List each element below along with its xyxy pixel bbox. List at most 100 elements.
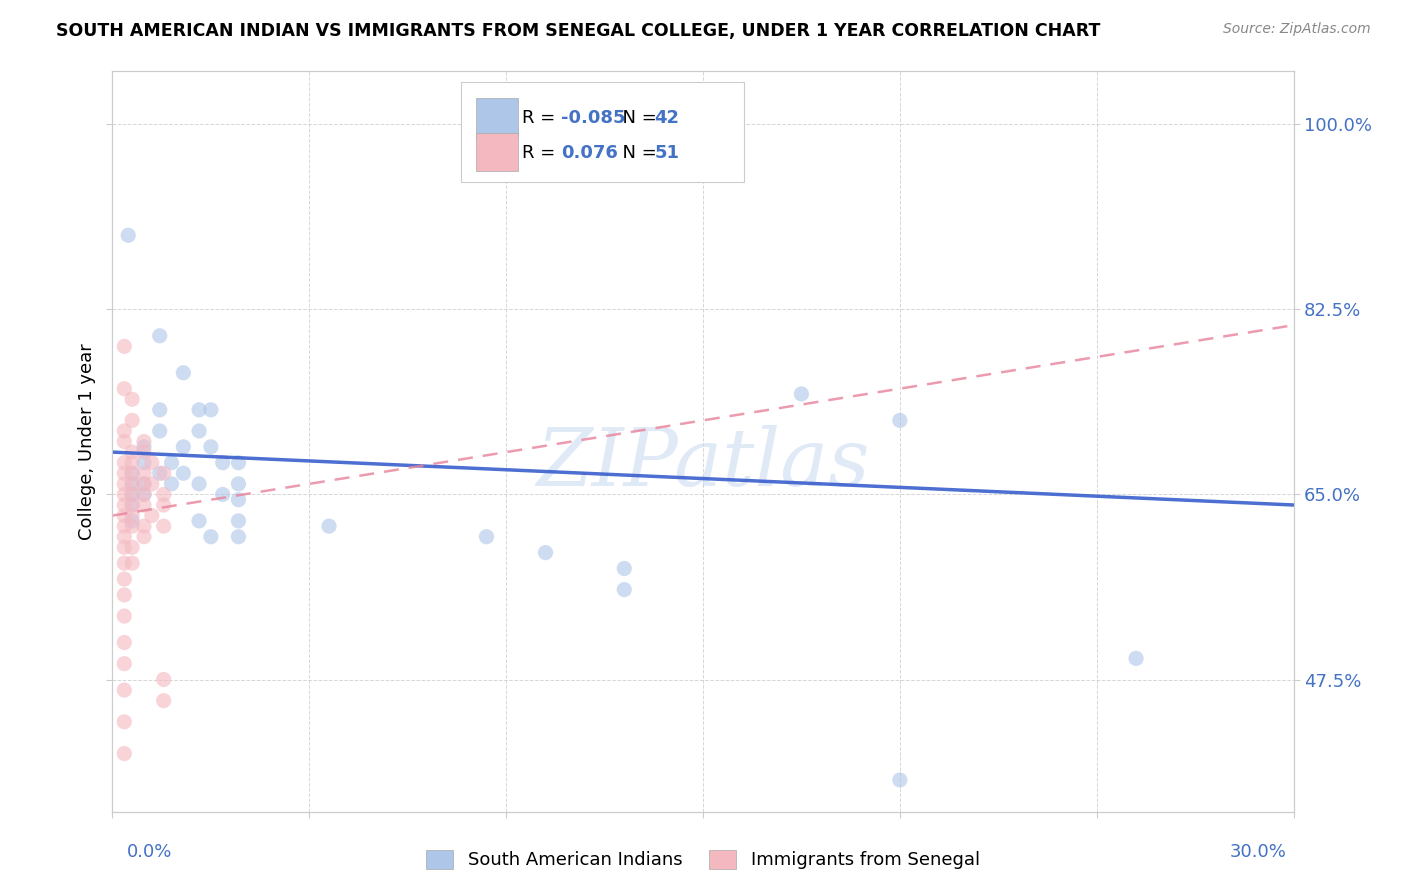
Text: -0.085: -0.085 — [561, 109, 626, 127]
Point — [141, 456, 163, 470]
Point — [132, 476, 155, 491]
Point — [132, 519, 155, 533]
Point — [121, 514, 143, 528]
Point — [132, 476, 155, 491]
Point — [200, 402, 222, 417]
Point — [112, 556, 135, 570]
Point — [121, 541, 143, 555]
Legend: South American Indians, Immigrants from Senegal: South American Indians, Immigrants from … — [418, 841, 988, 879]
Point — [121, 556, 143, 570]
Point — [121, 456, 143, 470]
Point — [117, 228, 139, 243]
Point — [200, 530, 222, 544]
Point — [112, 609, 135, 624]
Point — [141, 476, 163, 491]
Point — [149, 328, 172, 343]
Point — [188, 514, 211, 528]
Text: 0.0%: 0.0% — [127, 843, 172, 861]
Point — [149, 402, 172, 417]
Point — [211, 487, 233, 501]
Point — [121, 413, 143, 427]
Point — [112, 487, 135, 501]
Point — [152, 519, 174, 533]
Point — [188, 424, 211, 438]
Point — [152, 487, 174, 501]
FancyBboxPatch shape — [477, 98, 517, 136]
Point — [112, 519, 135, 533]
Point — [152, 467, 174, 481]
Point — [160, 456, 183, 470]
Point — [188, 402, 211, 417]
Point — [228, 492, 250, 507]
Point — [112, 476, 135, 491]
Point — [228, 530, 250, 544]
Point — [200, 440, 222, 454]
Point — [112, 683, 135, 698]
Point — [889, 772, 911, 787]
Point — [534, 546, 557, 560]
Text: N =: N = — [610, 144, 662, 161]
Point — [228, 514, 250, 528]
Point — [112, 424, 135, 438]
Point — [211, 456, 233, 470]
Point — [141, 508, 163, 523]
Point — [132, 498, 155, 512]
Point — [121, 445, 143, 459]
Point — [121, 508, 143, 523]
Point — [112, 456, 135, 470]
FancyBboxPatch shape — [477, 133, 517, 171]
Point — [172, 467, 194, 481]
Point — [121, 476, 143, 491]
Point — [112, 434, 135, 449]
Point — [132, 456, 155, 470]
Point — [121, 467, 143, 481]
Point — [228, 476, 250, 491]
Point — [121, 467, 143, 481]
Point — [149, 467, 172, 481]
Point — [149, 424, 172, 438]
Point — [112, 530, 135, 544]
Point — [112, 714, 135, 729]
Point — [132, 440, 155, 454]
Text: 51: 51 — [655, 144, 679, 161]
Text: 0.076: 0.076 — [561, 144, 619, 161]
Point — [132, 445, 155, 459]
Point — [1125, 651, 1147, 665]
Point — [112, 588, 135, 602]
Text: 42: 42 — [655, 109, 679, 127]
Point — [112, 382, 135, 396]
Point — [121, 498, 143, 512]
Point — [121, 392, 143, 407]
Point — [160, 476, 183, 491]
Point — [132, 530, 155, 544]
Point — [112, 541, 135, 555]
Point — [121, 476, 143, 491]
Point — [121, 487, 143, 501]
Point — [132, 487, 155, 501]
Text: R =: R = — [522, 144, 561, 161]
Point — [132, 487, 155, 501]
Text: R =: R = — [522, 109, 561, 127]
Point — [172, 440, 194, 454]
Point — [152, 498, 174, 512]
Text: SOUTH AMERICAN INDIAN VS IMMIGRANTS FROM SENEGAL COLLEGE, UNDER 1 YEAR CORRELATI: SOUTH AMERICAN INDIAN VS IMMIGRANTS FROM… — [56, 22, 1101, 40]
Point — [318, 519, 340, 533]
Point — [613, 561, 636, 575]
Y-axis label: College, Under 1 year: College, Under 1 year — [77, 343, 96, 540]
FancyBboxPatch shape — [461, 82, 744, 183]
Point — [152, 673, 174, 687]
Point — [112, 498, 135, 512]
Point — [121, 487, 143, 501]
Point — [475, 530, 498, 544]
Point — [228, 456, 250, 470]
Point — [172, 366, 194, 380]
Point — [112, 339, 135, 353]
Point — [132, 434, 155, 449]
Text: ZIPatlas: ZIPatlas — [536, 425, 870, 502]
Point — [112, 747, 135, 761]
Text: 30.0%: 30.0% — [1230, 843, 1286, 861]
Point — [613, 582, 636, 597]
Point — [112, 508, 135, 523]
Text: Source: ZipAtlas.com: Source: ZipAtlas.com — [1223, 22, 1371, 37]
Point — [790, 387, 813, 401]
